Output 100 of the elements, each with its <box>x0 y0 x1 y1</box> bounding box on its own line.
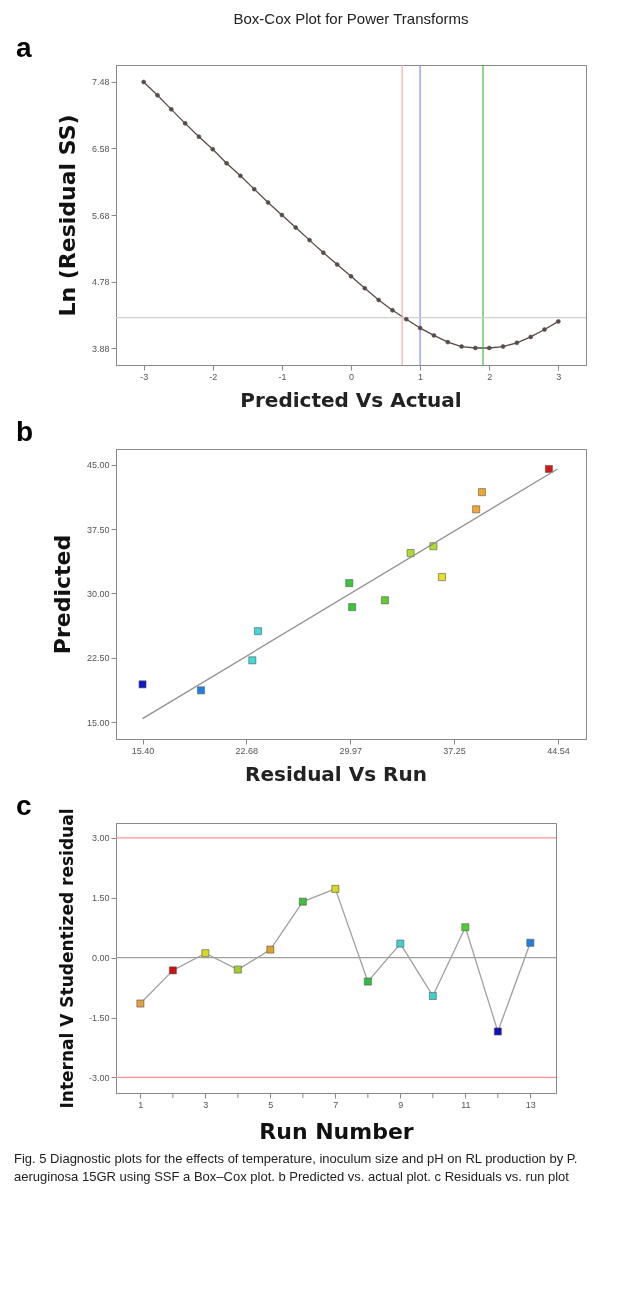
point <box>307 237 312 243</box>
point <box>542 327 547 332</box>
x-tick-label: 5 <box>268 1099 274 1110</box>
point <box>403 316 409 322</box>
point <box>362 285 368 291</box>
point <box>169 966 177 975</box>
caption: Fig. 5 Diagnostic plots for the effects of temperature, inoculum size and pH on RL production by P. aeruginosa 15GR using SSF a Box–Cox plot. b Predicted vs. actual plot. c Residuals vs. run plot <box>14 1150 579 1186</box>
point <box>224 160 229 166</box>
point <box>478 488 486 496</box>
x-tick-label: 13 <box>525 1099 536 1110</box>
point <box>472 505 481 514</box>
x-tick-label: 3 <box>203 1099 209 1110</box>
point <box>461 923 470 932</box>
point <box>500 344 506 349</box>
x-tick-label: -3 <box>140 371 149 382</box>
x-tick-label: 22.68 <box>235 745 259 756</box>
point <box>248 656 257 665</box>
point <box>210 146 216 152</box>
x-tick-label: 7 <box>333 1099 339 1110</box>
point <box>364 977 372 986</box>
y-tick-label: 3.00 <box>91 833 110 844</box>
point <box>396 939 405 948</box>
point <box>348 274 354 279</box>
point <box>138 680 147 689</box>
point <box>321 250 326 255</box>
point <box>545 465 553 473</box>
x-tick-label: 3 <box>556 371 562 382</box>
point <box>155 93 160 98</box>
point <box>265 200 271 205</box>
x-tick-label: 2 <box>487 371 493 382</box>
point <box>429 992 437 1000</box>
point <box>526 938 535 947</box>
point <box>182 121 188 126</box>
y-tick-label: 3.88 <box>91 343 110 354</box>
point <box>251 186 257 192</box>
point <box>528 334 534 340</box>
point <box>348 603 356 611</box>
y-tick-label: -3.00 <box>88 1072 110 1083</box>
point <box>494 1027 502 1036</box>
point <box>299 897 307 906</box>
y-tick-label: 22.50 <box>86 653 110 664</box>
x-tick-label: 37.25 <box>443 745 466 756</box>
point <box>197 686 205 695</box>
point <box>390 308 395 313</box>
point <box>234 965 242 974</box>
x-tick-label: 1 <box>418 371 424 382</box>
x-axis-title: Run Number <box>259 1118 414 1144</box>
point <box>376 297 381 303</box>
point <box>431 333 437 338</box>
chart-title: Residual Vs Run <box>245 762 427 786</box>
text: a <box>16 32 32 63</box>
point <box>445 339 451 345</box>
point <box>331 885 340 893</box>
point <box>514 340 520 346</box>
y-tick-label: 1.50 <box>91 893 110 904</box>
point <box>293 225 299 230</box>
text: c <box>16 790 32 821</box>
y-tick-label: 5.68 <box>91 210 110 221</box>
chart-title: Box-Cox Plot for Power Transforms <box>233 10 469 27</box>
point <box>254 627 262 635</box>
y-tick-label: 0.00 <box>91 953 110 964</box>
y-tick-label: 4.78 <box>91 277 110 287</box>
point <box>141 79 146 85</box>
point <box>201 949 210 958</box>
chart-title: Predicted Vs Actual <box>240 388 462 412</box>
x-tick-label: 11 <box>461 1099 471 1110</box>
point <box>486 345 492 351</box>
point <box>406 549 415 557</box>
point <box>136 999 145 1008</box>
y-tick-label: 15.00 <box>86 717 110 728</box>
point <box>345 579 354 587</box>
point <box>334 262 340 267</box>
point <box>473 345 478 351</box>
x-tick-label: -1 <box>278 371 287 382</box>
point <box>381 596 389 605</box>
y-tick-label: -1.50 <box>88 1013 110 1024</box>
point <box>279 212 285 218</box>
text: b <box>16 416 34 447</box>
y-tick-label: 6.58 <box>91 144 110 154</box>
x-tick-label: 44.54 <box>547 745 570 756</box>
y-axis-title: Predicted <box>49 534 75 655</box>
point <box>417 325 423 331</box>
point <box>556 319 561 324</box>
y-axis-title: Ln (Residual SS) <box>54 114 80 317</box>
x-tick-label: 9 <box>398 1099 404 1110</box>
x-tick-label: -2 <box>209 371 218 382</box>
point <box>196 134 202 139</box>
y-axis-title: Internal V Studentized residual <box>56 808 77 1109</box>
point <box>266 945 275 954</box>
point <box>238 173 243 179</box>
x-tick-label: 15.40 <box>131 745 155 756</box>
x-tick-label: 0 <box>348 371 355 382</box>
point <box>168 107 174 112</box>
y-tick-label: 7.48 <box>91 77 110 88</box>
point <box>438 573 446 581</box>
y-tick-label: 37.50 <box>86 524 110 535</box>
point <box>459 344 464 349</box>
y-tick-label: 45.00 <box>86 460 110 471</box>
x-tick-label: 29.97 <box>339 745 363 756</box>
y-tick-label: 30.00 <box>86 588 110 599</box>
